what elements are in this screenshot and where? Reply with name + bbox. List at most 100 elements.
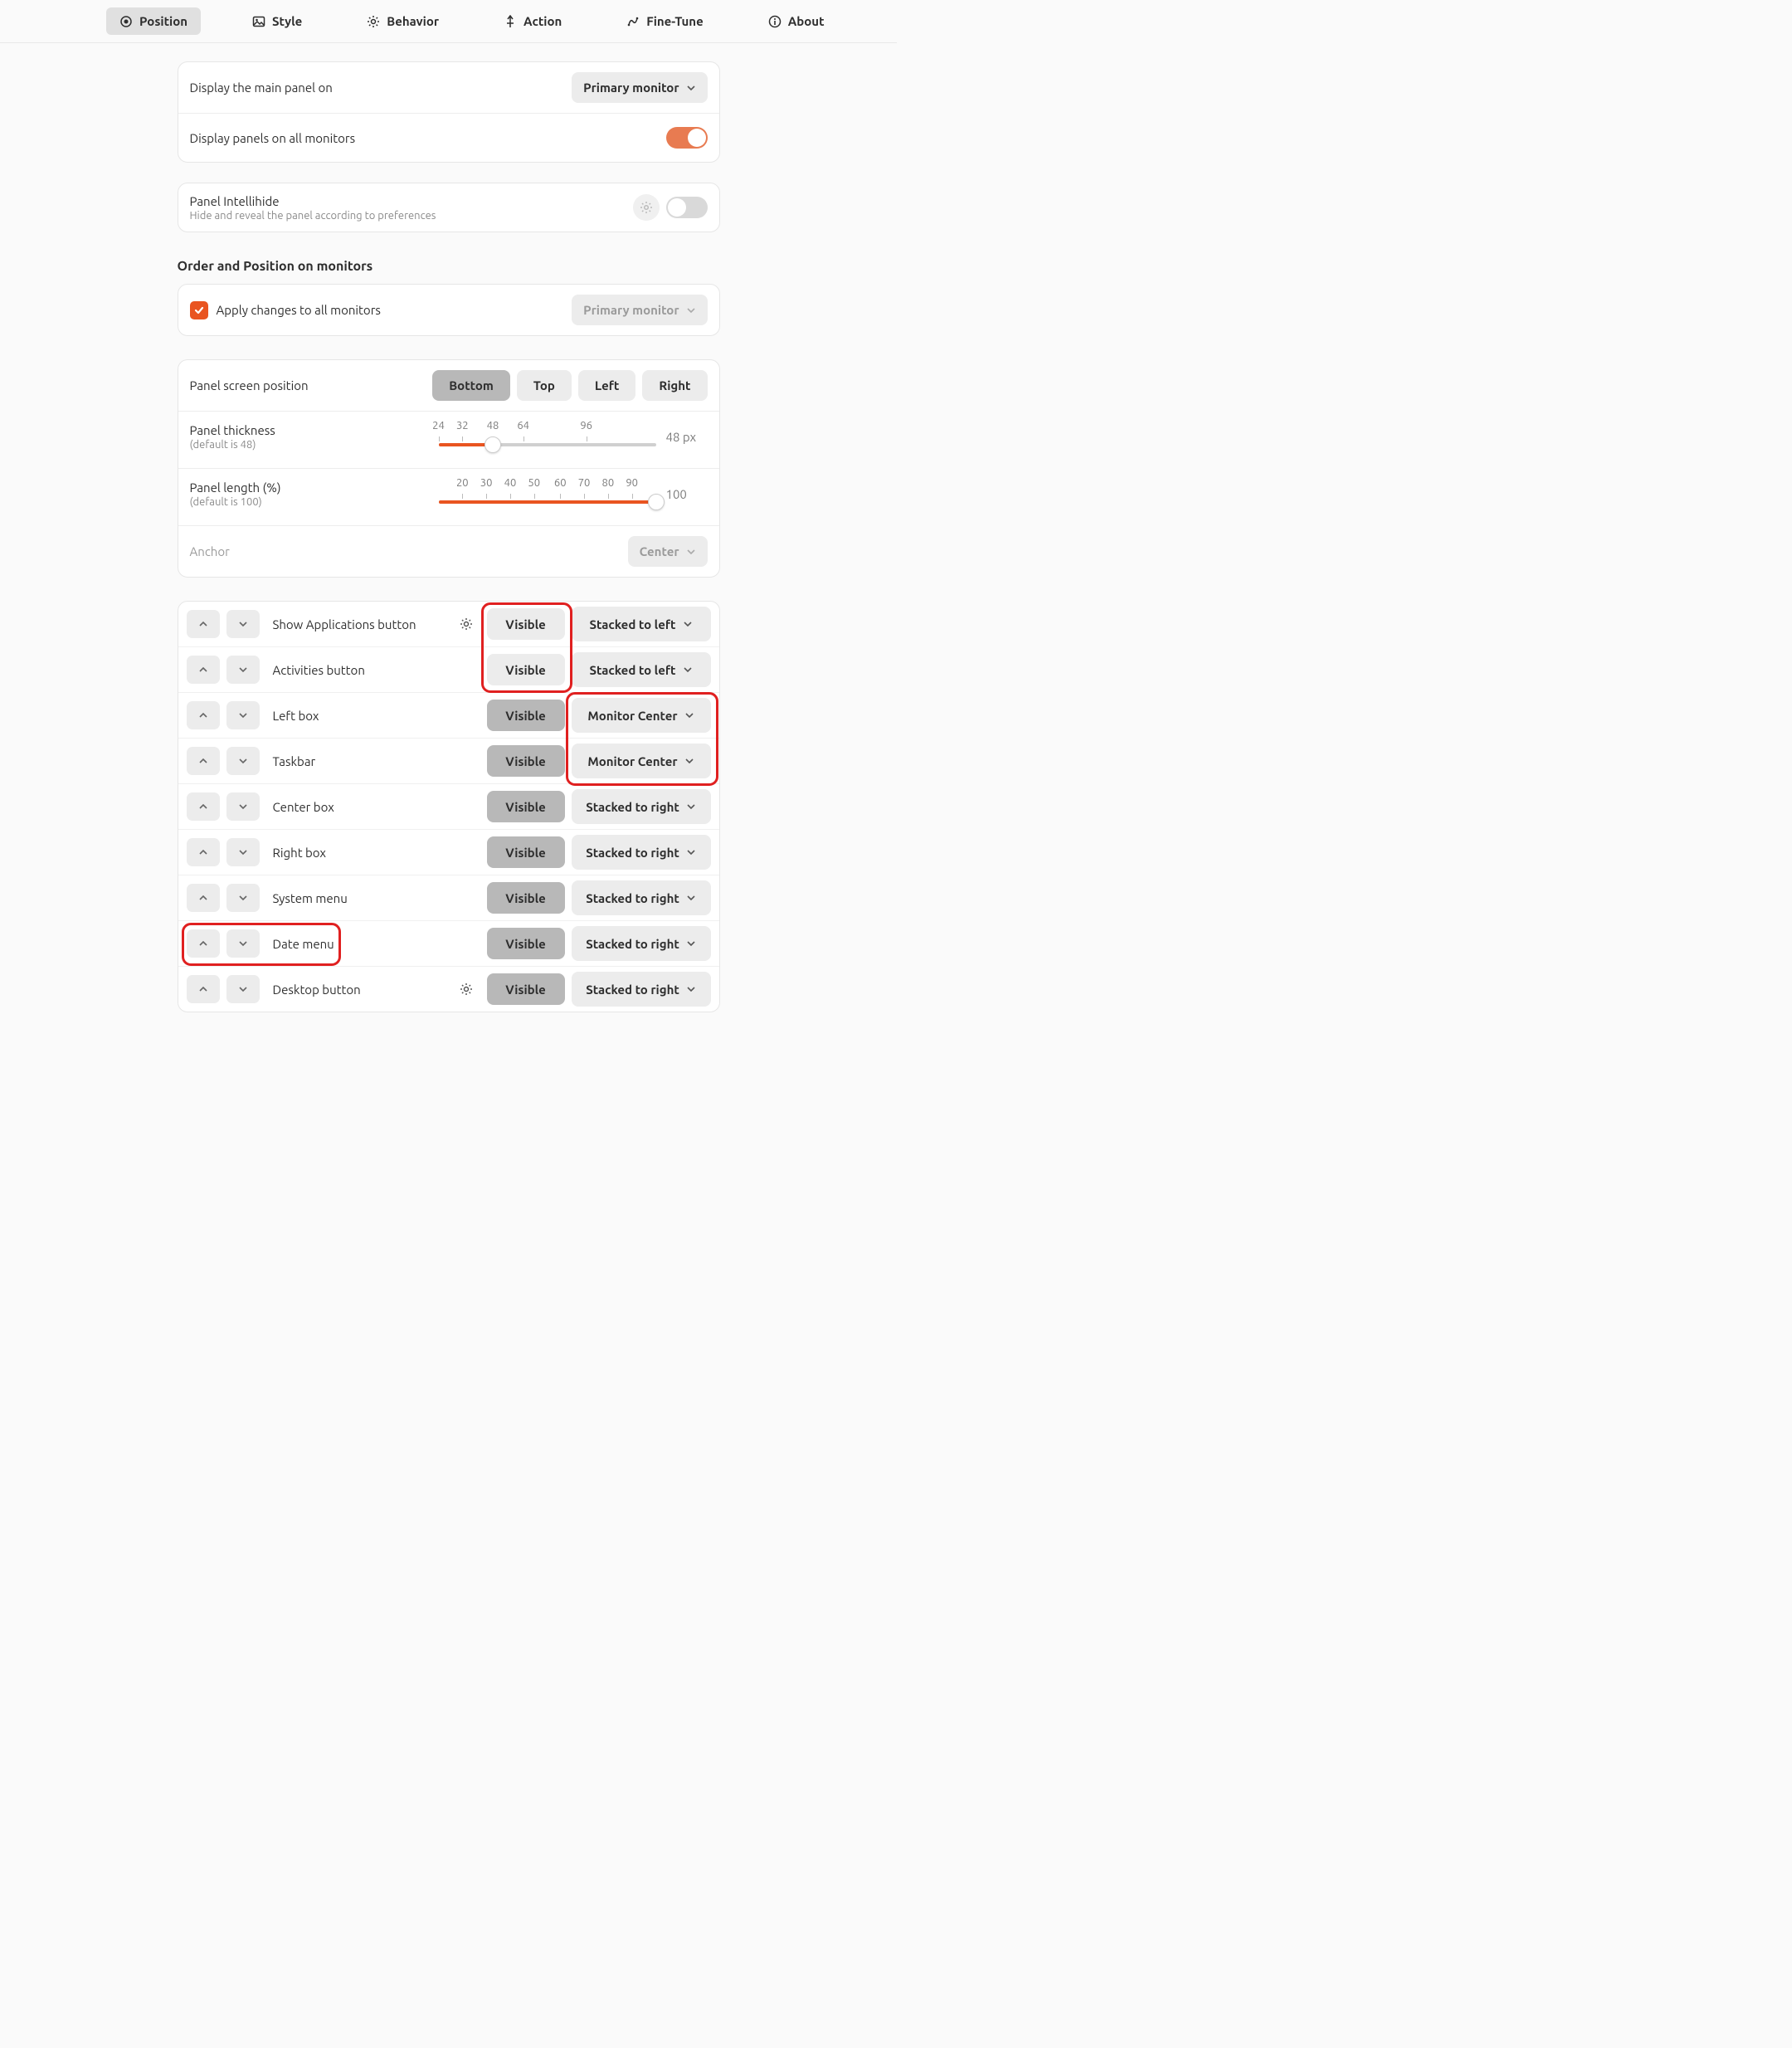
position-dropdown[interactable]: Monitor Center	[572, 744, 711, 778]
visibility-button[interactable]: Visible	[487, 700, 565, 731]
tab-fine-tune[interactable]: Fine-Tune	[613, 7, 716, 35]
item-row: Left box VisibleMonitor Center	[178, 693, 719, 739]
position-dropdown[interactable]: Stacked to left	[572, 652, 711, 687]
position-dropdown[interactable]: Stacked to right	[572, 880, 711, 915]
position-dropdown[interactable]: Stacked to right	[572, 926, 711, 961]
position-top[interactable]: Top	[517, 370, 572, 401]
item-gear-button[interactable]	[452, 975, 480, 1003]
gear-icon	[640, 201, 653, 214]
tune-icon	[626, 15, 640, 28]
tab-label: Style	[272, 14, 302, 28]
length-value: 100	[666, 487, 708, 501]
move-up-button[interactable]	[187, 792, 220, 821]
item-row: Activities button VisibleStacked to left	[178, 647, 719, 693]
main-panel-dropdown[interactable]: Primary monitor	[572, 72, 707, 103]
position-bottom[interactable]: Bottom	[432, 370, 510, 401]
position-dropdown[interactable]: Stacked to right	[572, 972, 711, 1007]
move-down-button[interactable]	[226, 656, 260, 684]
thickness-slider[interactable]: 2432486496	[439, 420, 656, 453]
tab-label: Action	[523, 14, 562, 28]
tab-position[interactable]: Position	[106, 7, 201, 35]
position-right[interactable]: Right	[642, 370, 707, 401]
tab-bar: Position Style Behavior Action Fine-Tune Abou…	[0, 0, 897, 43]
move-down-button[interactable]	[226, 701, 260, 729]
visibility-button[interactable]: Visible	[487, 745, 565, 777]
thickness-row: Panel thickness (default is 48) 24324864…	[178, 412, 719, 469]
items-card: Show Applications buttonVisibleStacked t…	[178, 601, 720, 1012]
move-up-button[interactable]	[187, 701, 220, 729]
thickness-value: 48 px	[666, 430, 708, 444]
item-label: Right box	[266, 846, 446, 860]
move-down-button[interactable]	[226, 929, 260, 958]
anchor-row: Anchor Center	[178, 526, 719, 577]
chevron-down-icon	[686, 305, 696, 315]
move-up-button[interactable]	[187, 656, 220, 684]
visibility-button[interactable]: Visible	[487, 973, 565, 1005]
item-gear-button[interactable]	[452, 610, 480, 638]
anchor-label: Anchor	[190, 544, 628, 558]
move-up-button[interactable]	[187, 838, 220, 866]
position-dropdown[interactable]: Stacked to right	[572, 789, 711, 824]
move-up-button[interactable]	[187, 975, 220, 1003]
all-monitors-label: Display panels on all monitors	[190, 131, 666, 145]
anchor-value: Center	[640, 544, 679, 558]
tab-label: Behavior	[387, 14, 439, 28]
tab-style[interactable]: Style	[239, 7, 315, 35]
move-up-button[interactable]	[187, 929, 220, 958]
move-down-button[interactable]	[226, 792, 260, 821]
apply-all-monitor-dropdown: Primary monitor	[572, 295, 707, 325]
move-up-button[interactable]	[187, 747, 220, 775]
pin-icon	[504, 15, 517, 28]
visibility-button[interactable]: Visible	[487, 791, 565, 822]
visibility-button[interactable]: Visible	[487, 882, 565, 914]
visibility-button[interactable]: Visible	[487, 928, 565, 959]
visibility-button[interactable]: Visible	[487, 836, 565, 868]
apply-all-card: Apply changes to all monitors Primary mo…	[178, 284, 720, 336]
position-dropdown[interactable]: Stacked to left	[572, 607, 711, 641]
item-label: Taskbar	[266, 754, 446, 768]
all-monitors-toggle[interactable]	[666, 127, 708, 149]
item-row: Show Applications buttonVisibleStacked t…	[178, 602, 719, 647]
item-label: Activities button	[266, 663, 446, 677]
item-row: System menuVisibleStacked to right	[178, 875, 719, 921]
move-down-button[interactable]	[226, 884, 260, 912]
item-label: Date menu	[266, 937, 446, 951]
move-down-button[interactable]	[226, 975, 260, 1003]
item-row: Center boxVisibleStacked to right	[178, 784, 719, 830]
length-slider[interactable]: 2030405060708090	[439, 477, 656, 510]
position-left[interactable]: Left	[578, 370, 636, 401]
item-label: Left box	[266, 709, 446, 723]
intellihide-subtitle: Hide and reveal the panel according to p…	[190, 210, 633, 222]
visibility-button[interactable]: Visible	[487, 608, 565, 640]
move-down-button[interactable]	[226, 747, 260, 775]
tab-behavior[interactable]: Behavior	[353, 7, 452, 35]
intellihide-gear[interactable]	[633, 194, 660, 221]
tab-label: About	[788, 14, 825, 28]
screen-position-segment: BottomTopLeftRight	[432, 370, 707, 401]
apply-all-row: Apply changes to all monitors Primary mo…	[178, 285, 719, 335]
position-dropdown[interactable]: Stacked to right	[572, 835, 711, 870]
visibility-button[interactable]: Visible	[487, 654, 565, 685]
gear-icon	[367, 15, 380, 28]
apply-all-label: Apply changes to all monitors	[217, 303, 572, 317]
tab-action[interactable]: Action	[490, 7, 575, 35]
tab-label: Position	[139, 14, 187, 28]
item-row: Taskbar VisibleMonitor Center	[178, 739, 719, 784]
move-up-button[interactable]	[187, 610, 220, 638]
order-section-title: Order and Position on monitors	[178, 259, 720, 274]
position-dropdown[interactable]: Monitor Center	[572, 698, 711, 733]
move-up-button[interactable]	[187, 884, 220, 912]
target-icon	[119, 15, 133, 28]
apply-all-checkbox[interactable]	[190, 301, 208, 319]
intellihide-toggle[interactable]	[666, 197, 708, 218]
thickness-label: Panel thickness	[190, 423, 439, 437]
chevron-down-icon	[686, 547, 696, 557]
chevron-down-icon	[686, 83, 696, 93]
length-hint: (default is 100)	[190, 496, 439, 508]
tab-label: Fine-Tune	[646, 14, 703, 28]
apply-all-monitor-value: Primary monitor	[583, 303, 679, 317]
move-down-button[interactable]	[226, 838, 260, 866]
move-down-button[interactable]	[226, 610, 260, 638]
tab-about[interactable]: About	[755, 7, 838, 35]
info-icon	[768, 15, 782, 28]
